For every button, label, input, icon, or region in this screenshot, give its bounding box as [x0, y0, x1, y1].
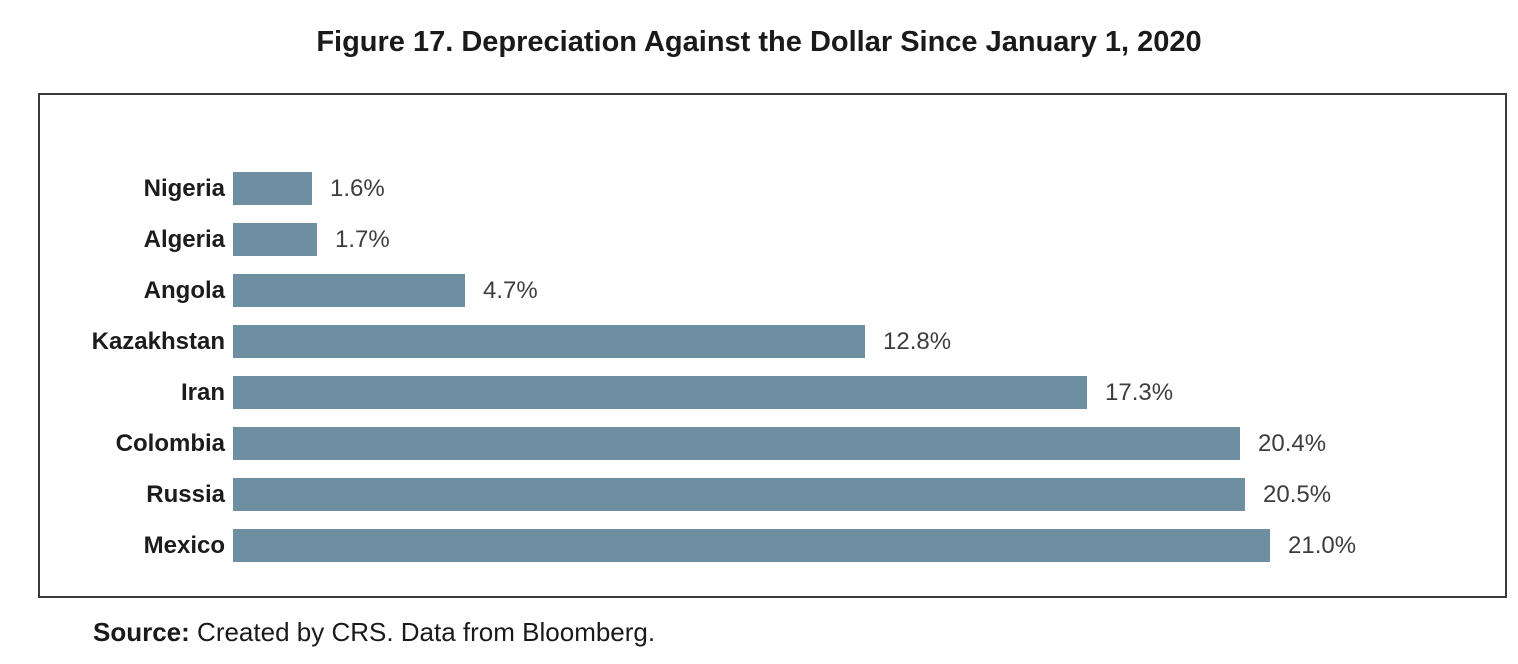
chart-row: Colombia 20.4%: [40, 418, 1505, 469]
bar: [233, 325, 865, 358]
bar: [233, 427, 1240, 460]
bar: [233, 529, 1270, 562]
value-label: 12.8%: [883, 327, 952, 355]
category-label: Nigeria: [143, 174, 225, 202]
chart-row: Mexico 21.0%: [40, 520, 1505, 571]
chart-row: Angola 4.7%: [40, 265, 1505, 316]
chart-frame: Nigeria 1.6% Algeria 1.7% Angola 4.7% Kazakhst…: [38, 93, 1507, 598]
value-label: 1.7%: [335, 225, 390, 253]
value-label: 1.6%: [330, 174, 385, 202]
bar: [233, 223, 317, 256]
bar: [233, 478, 1245, 511]
bar: [233, 172, 312, 205]
value-label: 17.3%: [1105, 378, 1174, 406]
category-label: Algeria: [143, 225, 225, 253]
value-label: 21.0%: [1288, 531, 1357, 559]
chart-row: Algeria 1.7%: [40, 214, 1505, 265]
value-label: 20.5%: [1263, 480, 1332, 508]
source-note: Source: Created by CRS. Data from Bloomb…: [93, 617, 655, 648]
figure-title: Figure 17. Depreciation Against the Doll…: [316, 26, 1202, 58]
category-label: Russia: [146, 480, 225, 508]
chart-row: Russia 20.5%: [40, 469, 1505, 520]
category-label: Angola: [143, 276, 225, 304]
category-label: Iran: [180, 378, 225, 406]
bar: [233, 274, 465, 307]
category-label: Kazakhstan: [91, 327, 225, 355]
bar-chart: Nigeria 1.6% Algeria 1.7% Angola 4.7% Kazakhst…: [40, 163, 1505, 571]
source-text: Created by CRS. Data from Bloomberg.: [189, 617, 656, 647]
bar: [233, 376, 1087, 409]
category-label: Mexico: [143, 531, 225, 559]
chart-row: Kazakhstan 12.8%: [40, 316, 1505, 367]
value-label: 4.7%: [483, 276, 538, 304]
category-label: Colombia: [115, 429, 225, 457]
chart-row: Iran 17.3%: [40, 367, 1505, 418]
chart-row: Nigeria 1.6%: [40, 163, 1505, 214]
value-label: 20.4%: [1258, 429, 1327, 457]
source-label: Source:: [93, 617, 190, 647]
